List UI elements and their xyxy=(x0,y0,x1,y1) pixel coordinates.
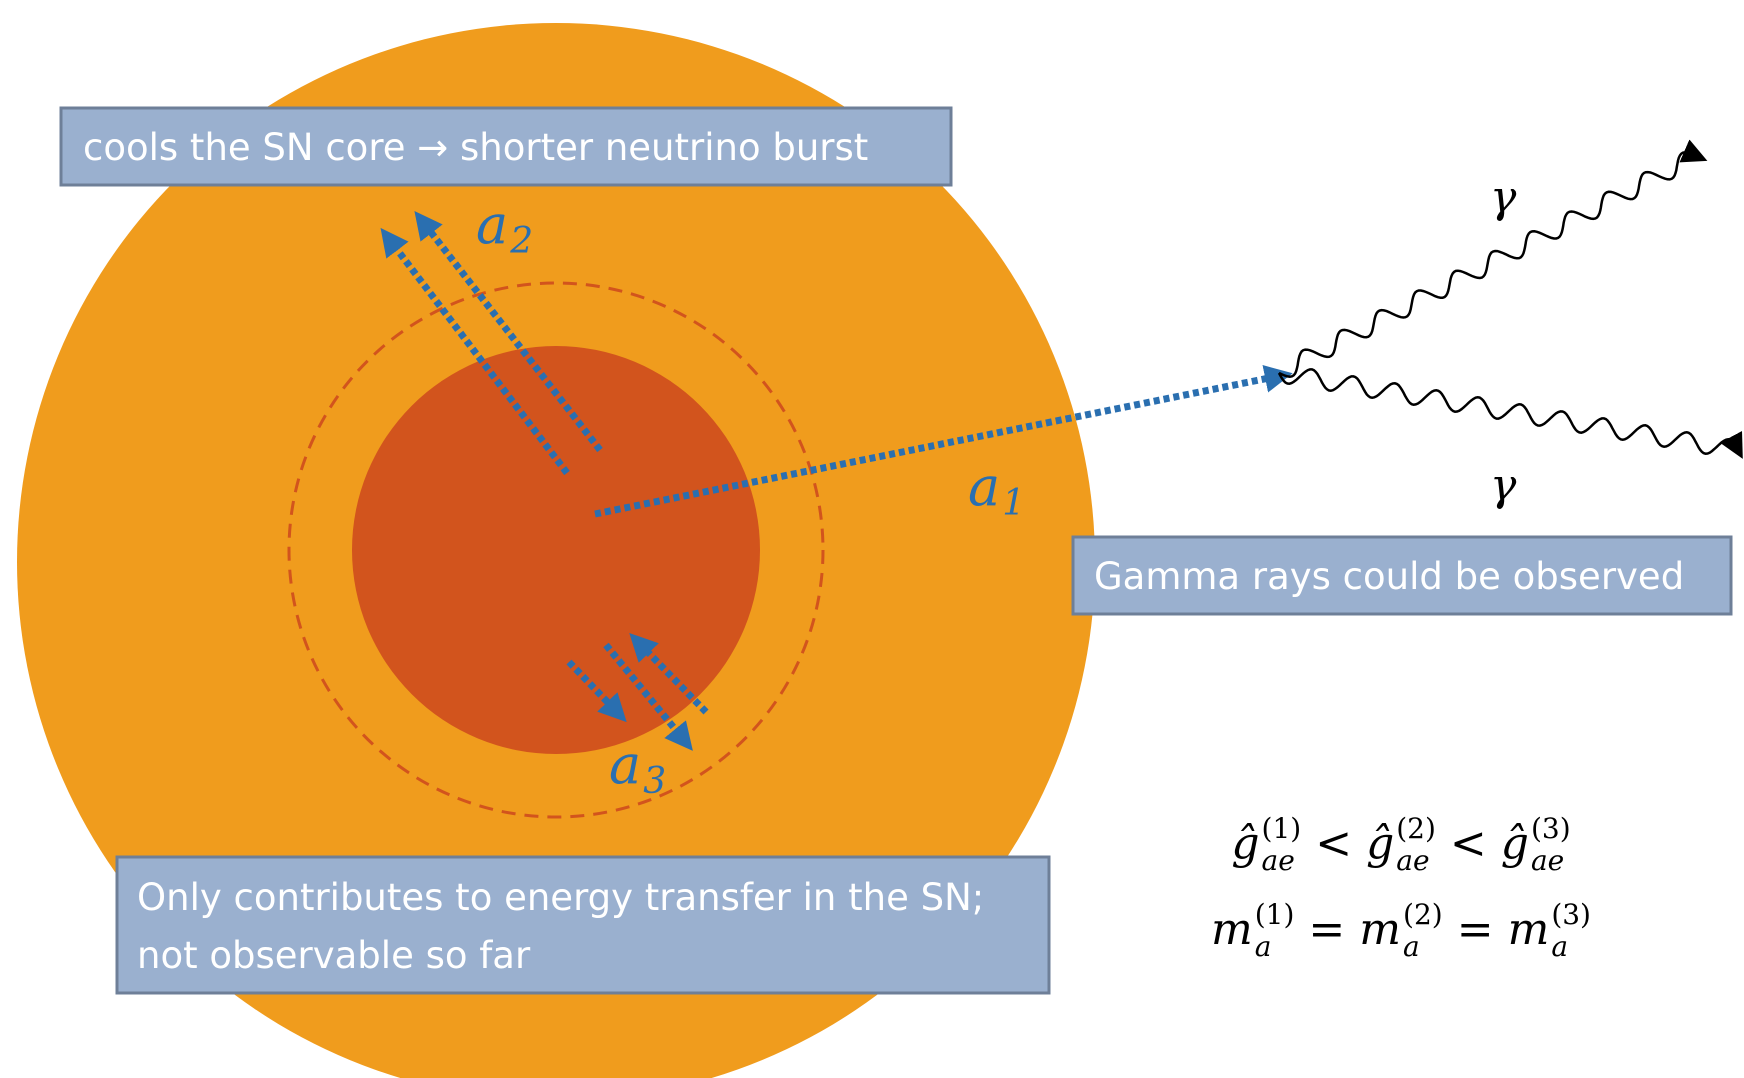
eq-symbol: m xyxy=(1508,904,1550,955)
eq-symbol: ĝ xyxy=(1366,818,1394,869)
eq-superscript: (1) xyxy=(1255,898,1295,931)
diagram: cools the SN core → shorter neutrino bur… xyxy=(0,0,1744,1078)
eq-subscript: a xyxy=(1255,930,1272,963)
photon-line xyxy=(1279,152,1696,376)
eq-subscript: a xyxy=(1551,930,1568,963)
eq-relation: < xyxy=(1450,818,1487,869)
axion-subscript: 1 xyxy=(1002,483,1025,524)
eq-superscript: (3) xyxy=(1531,812,1571,845)
axion-label: a xyxy=(609,733,641,796)
note-text: not observable so far xyxy=(137,934,531,977)
eq-subscript: ae xyxy=(1531,844,1564,877)
photon-label: γ xyxy=(1490,172,1517,223)
axion-subscript: 2 xyxy=(509,221,533,262)
sn-core xyxy=(352,346,760,754)
eq-subscript: ae xyxy=(1396,844,1429,877)
eq-superscript: (2) xyxy=(1396,812,1436,845)
axion-label: a xyxy=(476,193,508,256)
eq-relation: < xyxy=(1315,818,1352,869)
eq-subscript: a xyxy=(1403,930,1420,963)
eq-symbol: m xyxy=(1211,904,1253,955)
eq-subscript: ae xyxy=(1262,844,1295,877)
eq-relation: = xyxy=(1308,904,1345,955)
note-text: Only contributes to energy transfer in t… xyxy=(137,876,984,919)
eq-superscript: (1) xyxy=(1262,812,1302,845)
photon-label: γ xyxy=(1490,460,1517,511)
axion-label: a xyxy=(968,455,1000,518)
note-text: cools the SN core → shorter neutrino bur… xyxy=(83,126,868,169)
note-text: Gamma rays could be observed xyxy=(1094,555,1684,598)
eq-relation: = xyxy=(1457,904,1494,955)
photon-line xyxy=(1279,369,1737,453)
eq-symbol: ĝ xyxy=(1231,818,1259,869)
eq-superscript: (3) xyxy=(1551,898,1591,931)
eq-superscript: (2) xyxy=(1403,898,1443,931)
eq-symbol: ĝ xyxy=(1501,818,1529,869)
axion-subscript: 3 xyxy=(643,761,666,802)
eq-symbol: m xyxy=(1359,904,1401,955)
